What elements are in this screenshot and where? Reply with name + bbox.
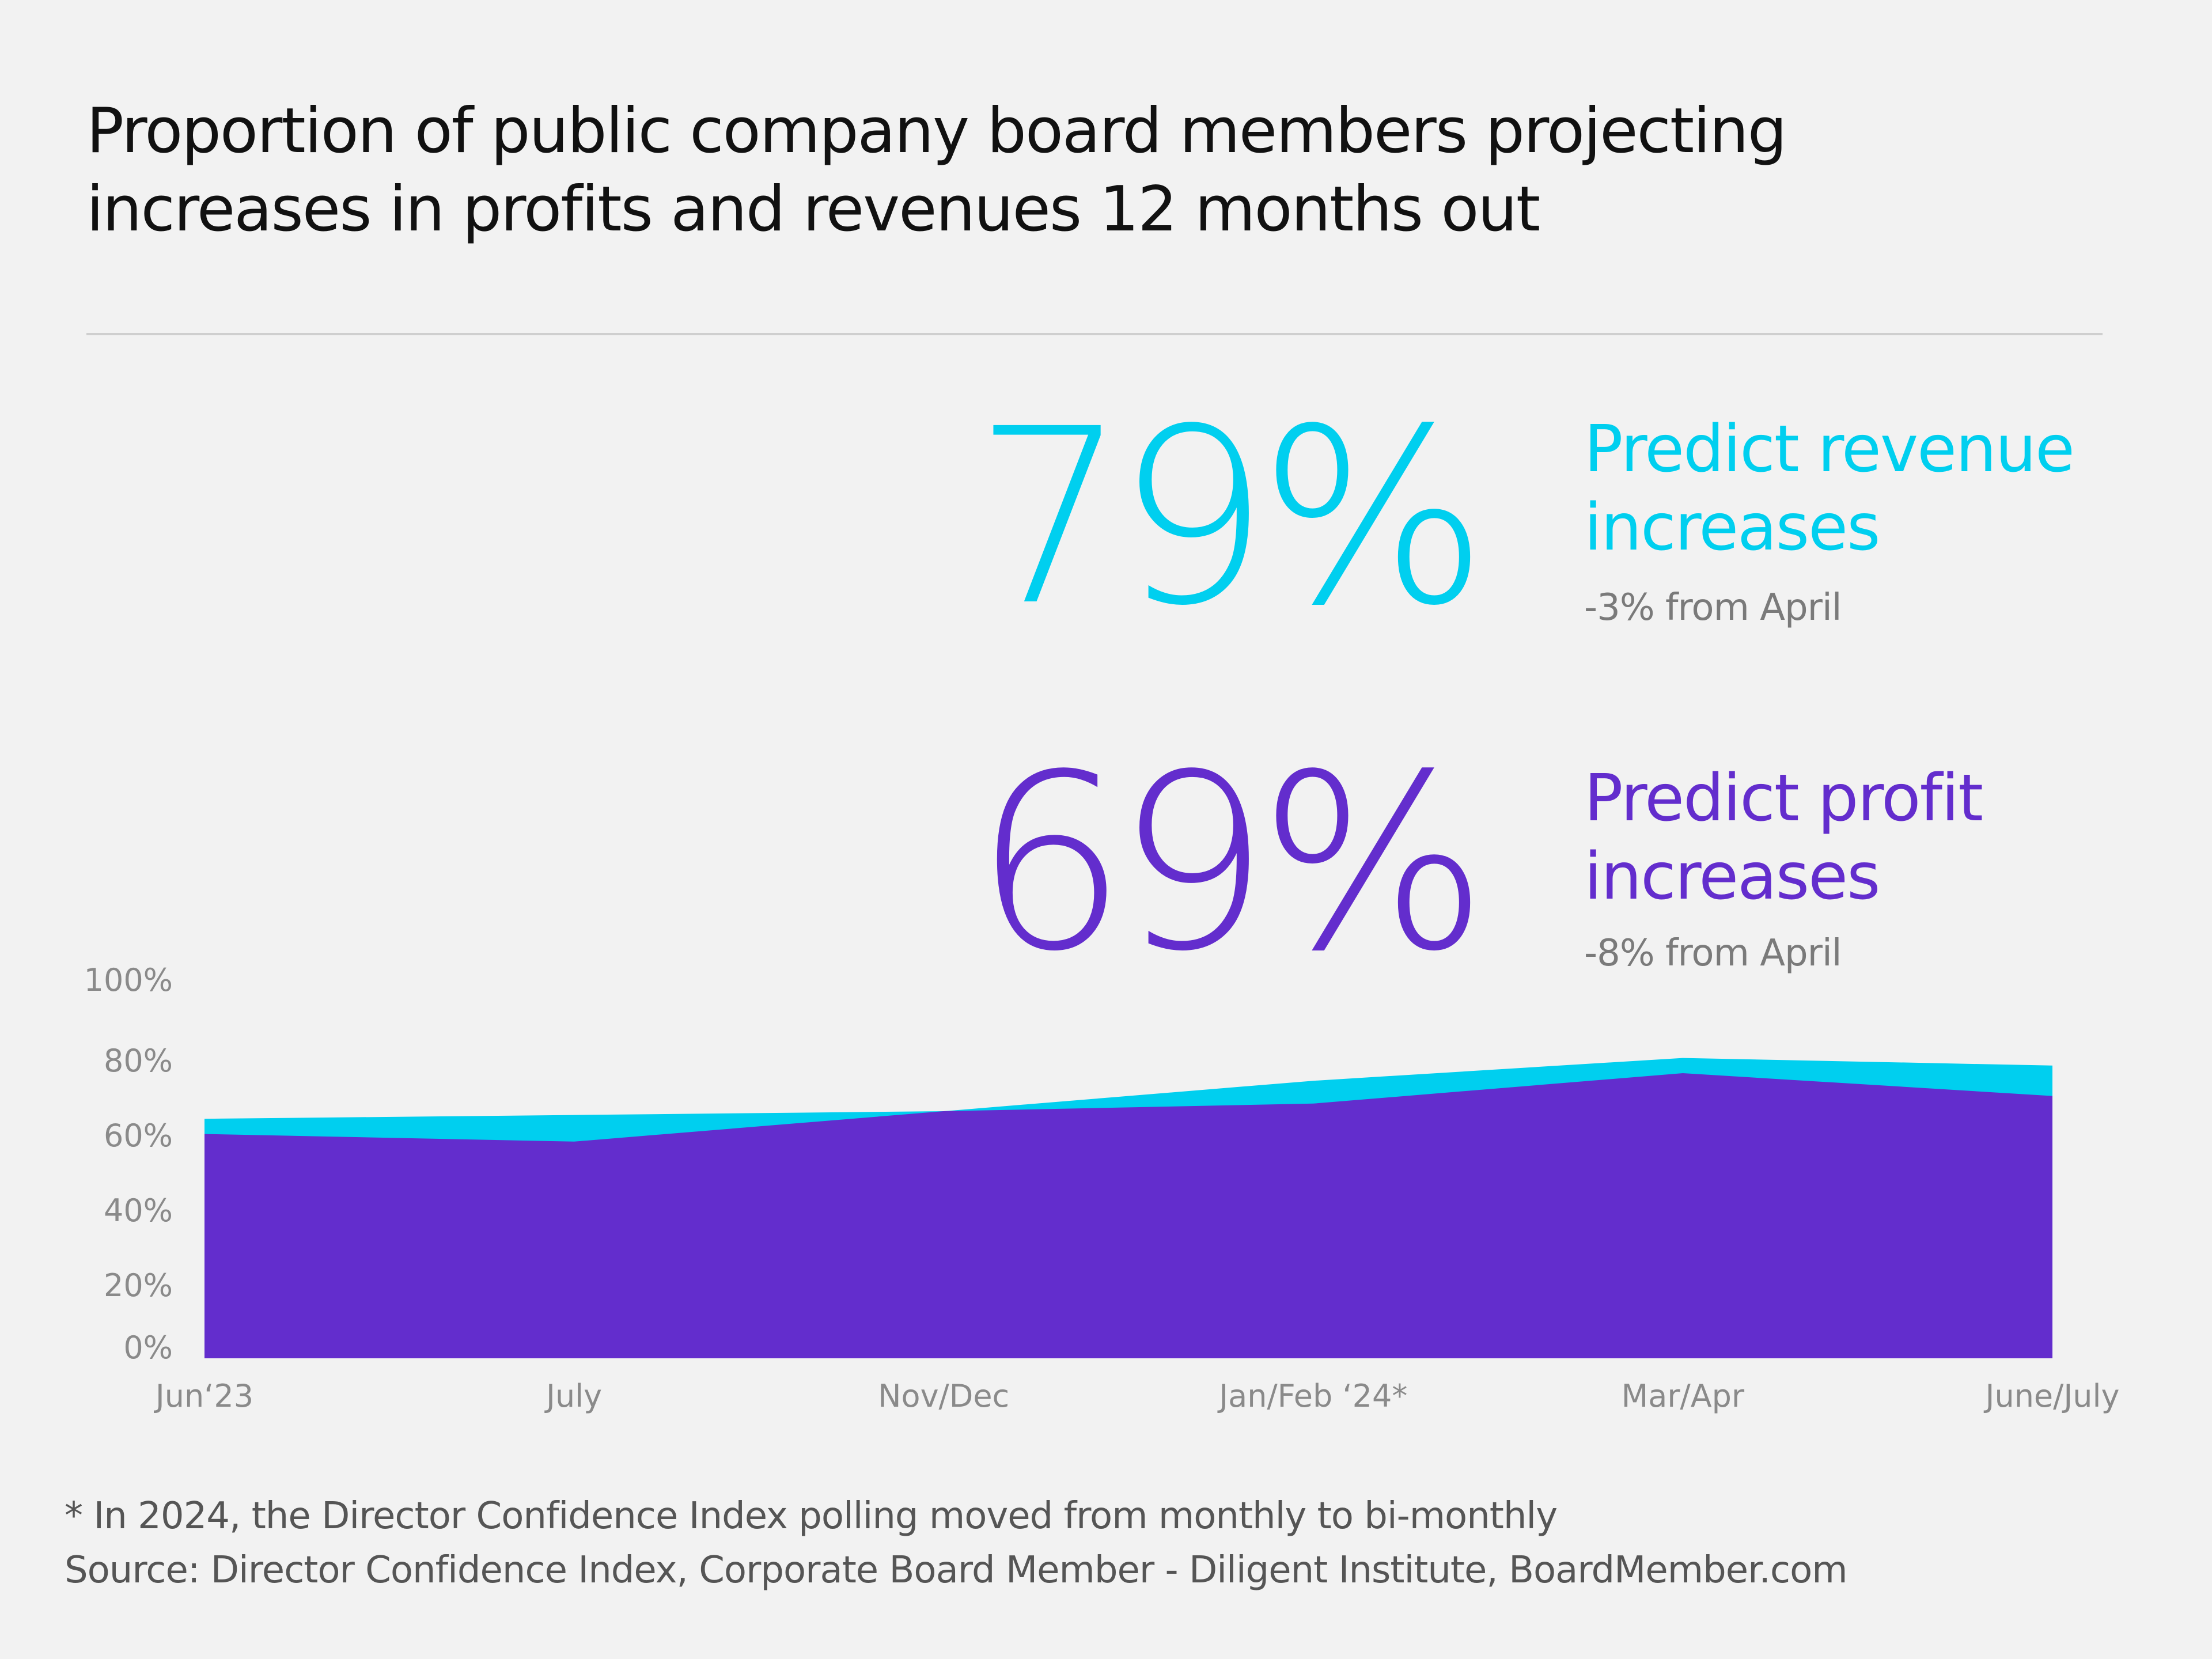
x-tick-label: July — [544, 1378, 602, 1414]
profit-delta: -8% from April — [1584, 932, 1842, 975]
profit-label-line-1: Predict profit — [1584, 761, 1983, 836]
y-tick-label: 0% — [123, 1330, 173, 1366]
x-tick-label: Jun‘23 — [154, 1378, 253, 1414]
area-chart: 0% 20% 40% 60% 80% 100% Jun‘23 July Nov/Dec Jan/F… — [84, 962, 2120, 1414]
x-tick-label: June/July — [1984, 1378, 2120, 1414]
profit-label-line-2: increases — [1584, 839, 1880, 914]
revenue-label: Predict revenue increases — [1584, 410, 2160, 567]
title-divider — [86, 333, 2103, 335]
y-tick-label: 80% — [104, 1043, 173, 1079]
chart-title-line-2: increases in profits and revenues 12 mon… — [86, 173, 1540, 245]
revenue-label-line-1: Predict revenue — [1584, 412, 2075, 487]
x-tick-label: Mar/Apr — [1622, 1378, 1745, 1414]
profit-area — [204, 1073, 2052, 1358]
profit-label: Predict profit increases — [1584, 759, 2160, 916]
revenue-percentage: 79% — [974, 377, 1488, 659]
revenue-label-line-2: increases — [1584, 490, 1880, 565]
revenue-delta: -3% from April — [1584, 586, 1842, 629]
y-tick-label: 40% — [104, 1192, 173, 1229]
chart-title: Proportion of public company board membe… — [86, 92, 2045, 249]
footnote-note: * In 2024, the Director Confidence Index… — [65, 1495, 1558, 1537]
footnote-source: Source: Director Confidence Index, Corpo… — [65, 1549, 1848, 1592]
profit-percentage: 69% — [974, 723, 1488, 1005]
y-tick-label: 20% — [104, 1267, 173, 1304]
chart-title-line-1: Proportion of public company board membe… — [86, 95, 1787, 167]
x-tick-label: Nov/Dec — [878, 1378, 1009, 1414]
x-tick-label: Jan/Feb ‘24* — [1217, 1378, 1407, 1414]
y-tick-label: 100% — [84, 962, 173, 998]
y-tick-label: 60% — [104, 1118, 173, 1154]
